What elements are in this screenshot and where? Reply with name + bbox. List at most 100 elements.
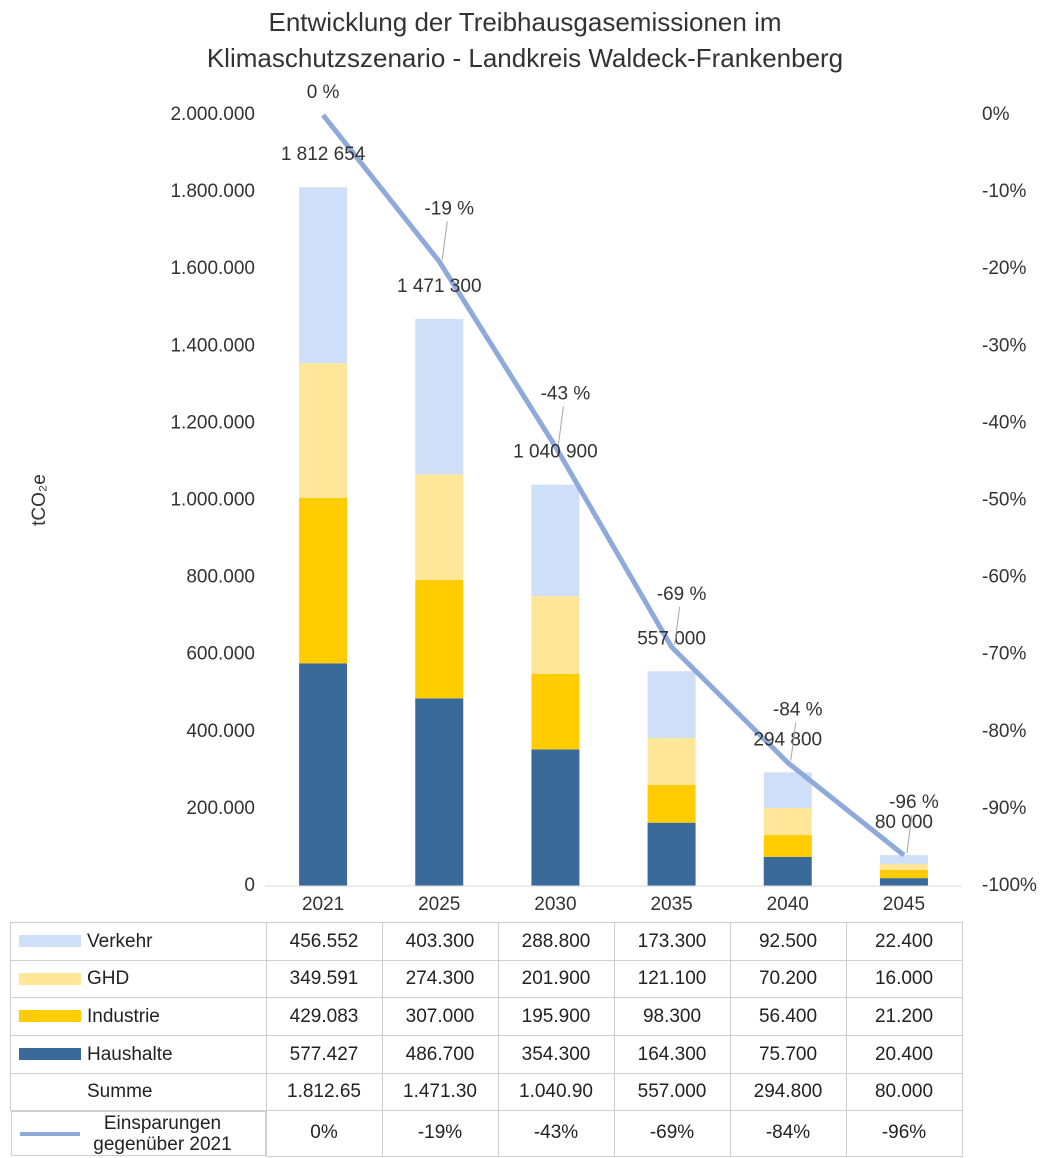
table-cell: 80.000 [845, 1073, 963, 1111]
y-tick-label: 1.600.000 [170, 258, 255, 279]
y2-tick-label: -40% [982, 412, 1026, 433]
bar-segment [531, 673, 580, 750]
table-row: Summe 1.812.65 1.471.30 1.040.90 557.000 294.… [10, 1073, 963, 1111]
y-tick-label: 600.000 [186, 644, 255, 665]
x-tick-label: 2045 [883, 894, 925, 915]
table-cell: 75.700 [729, 1035, 847, 1074]
bar-segment [415, 474, 464, 581]
table-cell: 98.300 [613, 997, 731, 1036]
y2-tick-label: -100% [982, 875, 1037, 896]
y-tick-label: 1.200.000 [170, 412, 255, 433]
leader-line [790, 722, 797, 761]
table-row: GHD 349.591 274.300 201.900 121.100 70.200 16.… [10, 960, 963, 998]
table-cell: 456.552 [265, 922, 383, 961]
legend-label: GHD [87, 968, 130, 989]
table-cell: 21.200 [845, 997, 963, 1036]
bar-segment [879, 869, 928, 879]
total-label: 1 471 300 [397, 276, 482, 297]
bar-segment [415, 318, 464, 475]
legend-key [19, 1010, 81, 1023]
table-row: Haushalte 577.427 486.700 354.300 164.300 75.… [10, 1035, 963, 1074]
row-header: Summe [10, 1073, 267, 1111]
y2-tick-label: -70% [982, 644, 1026, 665]
bar-segment [763, 835, 812, 857]
legend-key [19, 935, 81, 948]
bar-segment [879, 863, 928, 870]
x-tick-label: 2021 [302, 894, 344, 915]
table-cell: 1.040.90 [497, 1073, 615, 1111]
legend-label: Industrie [87, 1005, 160, 1027]
table-cell: 294.800 [729, 1073, 847, 1111]
line-label: -19 % [424, 199, 474, 220]
bar-segment [415, 698, 464, 886]
table-row: Einsparungen gegenüber 2021 0% -19% -43% -69… [10, 1110, 963, 1157]
leader-line [674, 606, 681, 646]
legend-key [19, 972, 81, 985]
line-label: 0 % [307, 82, 340, 103]
table-row: Industrie 429.083 307.000 195.900 98.300 56.4… [10, 997, 963, 1036]
chart-title: Klimaschutzszenario - Landkreis Waldeck-… [207, 43, 843, 73]
legend-label: Verkehr [87, 930, 153, 952]
table-cell: 274.300 [381, 960, 499, 998]
y-axis-label: tCO₂e [29, 474, 50, 526]
table-cell: 20.400 [845, 1035, 963, 1074]
row-header: Industrie [10, 997, 267, 1036]
leader-line [557, 406, 564, 445]
table-cell: 557.000 [613, 1073, 731, 1111]
y-tick-label: 400.000 [186, 721, 255, 742]
table-cell: 354.300 [497, 1035, 615, 1074]
y2-tick-label: -80% [982, 721, 1026, 742]
y-tick-label: 200.000 [186, 798, 255, 819]
bar-segment [647, 822, 696, 886]
row-header: Einsparungen gegenüber 2021 [10, 1111, 266, 1156]
table-cell: 577.427 [265, 1035, 383, 1074]
table-cell: 92.500 [729, 922, 847, 961]
table-cell: 288.800 [497, 922, 615, 961]
total-label: 80 000 [875, 812, 933, 833]
row-label: Summe [87, 1081, 153, 1102]
table-cell: 195.900 [497, 997, 615, 1036]
legend-key [19, 1048, 81, 1061]
table-cell: 1.812.65 [265, 1073, 383, 1111]
bar-segment [879, 855, 928, 864]
total-label: 1 812 654 [281, 144, 366, 165]
y-tick-label: 0 [244, 875, 255, 896]
bar-segment [531, 484, 580, 597]
data-table: Verkehr 456.552 403.300 288.800 173.300 92.50… [10, 922, 963, 1157]
table-cell: 486.700 [381, 1035, 499, 1074]
row-header: Haushalte [10, 1035, 267, 1074]
table-cell: 349.591 [265, 960, 383, 998]
x-tick-label: 2025 [418, 894, 460, 915]
y-tick-label: 2.000.000 [170, 104, 255, 125]
leader-line [906, 815, 913, 854]
table-cell: -19% [381, 1110, 499, 1157]
bar-segment [647, 738, 696, 785]
y2-tick-label: -50% [982, 490, 1026, 511]
y2-tick-label: 0% [982, 104, 1010, 125]
y-tick-label: 800.000 [186, 567, 255, 588]
x-tick-label: 2035 [650, 894, 692, 915]
bar-segment [299, 363, 348, 498]
table-cell: 56.400 [729, 997, 847, 1036]
total-label: 1 040 900 [513, 442, 598, 463]
chart-title: Entwicklung der Treibhausgasemissionen i… [268, 7, 781, 37]
table-row: Verkehr 456.552 403.300 288.800 173.300 92.50… [10, 922, 963, 961]
table-cell: 22.400 [845, 922, 963, 961]
bar-segment [647, 784, 696, 823]
table-cell: 173.300 [613, 922, 731, 961]
table-cell: 1.471.30 [381, 1073, 499, 1111]
line [321, 113, 906, 858]
table-cell: 164.300 [613, 1035, 731, 1074]
leader-line [441, 221, 448, 260]
x-tick-label: 2030 [534, 894, 576, 915]
line-label: -96 % [889, 792, 939, 813]
table-cell: -43% [497, 1110, 615, 1157]
y-tick-label: 1.400.000 [170, 335, 255, 356]
total-label: 294 800 [753, 729, 822, 750]
bar-segment [531, 749, 580, 886]
y-tick-label: 1.000.000 [170, 490, 255, 511]
y2-tick-label: -90% [982, 798, 1026, 819]
legend-label: Einsparungen gegenüber 2021 [93, 1112, 232, 1155]
table-cell: 0% [265, 1110, 383, 1157]
legend-key [19, 1131, 80, 1136]
